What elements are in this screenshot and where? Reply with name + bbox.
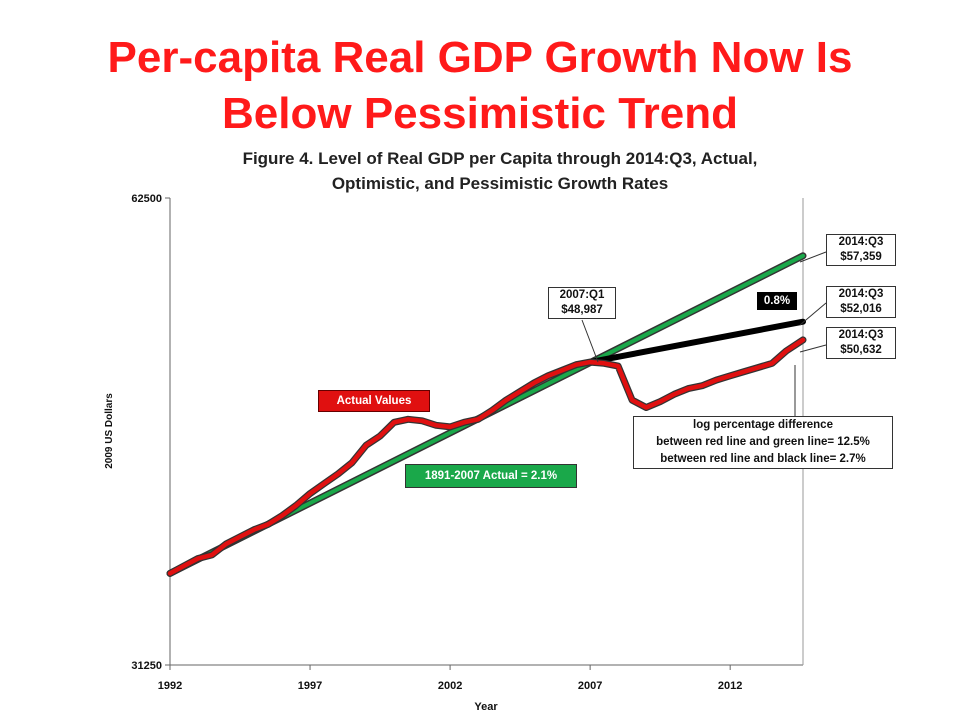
note-line-3: between red line and black line= 2.7% (660, 453, 866, 465)
slide-title: Per-capita Real GDP Growth Now Is Below … (0, 30, 960, 142)
callout-black-end-period: 2014:Q3 (838, 288, 884, 300)
leader-green-end (799, 251, 827, 263)
y-tick-label-0: 31250 (131, 660, 162, 672)
x-tick-label-4: 2012 (718, 680, 742, 692)
trend-label-green: 1891-2007 Actual = 2.1% (405, 464, 577, 488)
x-tick-label-0: 1992 (158, 680, 182, 692)
note-line-2: between red line and green line= 12.5% (656, 436, 870, 448)
log-difference-note: log percentage difference between red li… (633, 416, 893, 469)
x-tick-label-2: 2002 (438, 680, 462, 692)
y-axis-title: 2009 US Dollars (104, 393, 115, 469)
leader-black-end (799, 302, 827, 326)
callout-peak-period: 2007:Q1 (559, 289, 605, 301)
rate-label-black: 0.8% (757, 292, 797, 310)
callout-red-end: 2014:Q3 $50,632 (826, 327, 896, 359)
actual-values-label: Actual Values (318, 390, 430, 412)
series-actual (167, 337, 806, 576)
callout-green-end-value: $57,359 (840, 251, 882, 263)
figure-title-line1: Figure 4. Level of Real GDP per Capita t… (242, 149, 758, 168)
leader-red-end (799, 344, 827, 353)
axis-ticks: 1992 1997 2002 2007 2012 31250 62500 (131, 193, 742, 692)
callout-green-end: 2014:Q3 $57,359 (826, 234, 896, 266)
series-pessimistic-trend (587, 318, 806, 366)
note-line-1: log percentage difference (693, 419, 833, 431)
callout-peak: 2007:Q1 $48,987 (548, 287, 616, 319)
callout-green-end-period: 2014:Q3 (838, 236, 884, 248)
callout-red-end-period: 2014:Q3 (838, 329, 884, 341)
callout-leaders (581, 251, 827, 416)
callout-red-end-value: $50,632 (840, 344, 882, 356)
slide-title-line1: Per-capita Real GDP Growth Now Is (107, 33, 853, 82)
y-tick-label-1: 62500 (131, 193, 162, 205)
x-tick-label-1: 1997 (298, 680, 322, 692)
callout-peak-value: $48,987 (561, 304, 603, 316)
series-layer (166, 252, 807, 577)
x-tick-label-3: 2007 (578, 680, 602, 692)
figure-title-line2: Optimistic, and Pessimistic Growth Rates (331, 174, 669, 193)
x-axis-title: Year (474, 701, 498, 713)
leader-peak (581, 319, 599, 363)
callout-black-end-value: $52,016 (840, 303, 882, 315)
callout-black-end: 2014:Q3 $52,016 (826, 286, 896, 318)
slide-title-line2: Below Pessimistic Trend (222, 89, 738, 138)
figure-title: Figure 4. Level of Real GDP per Capita t… (180, 146, 820, 196)
